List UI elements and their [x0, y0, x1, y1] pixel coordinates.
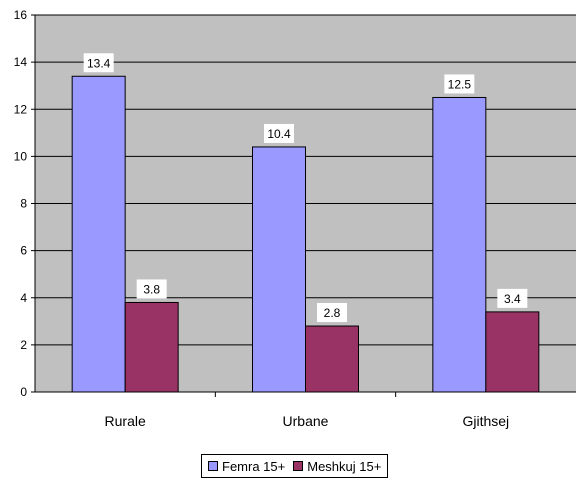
legend-label-meshkuj: Meshkuj 15+ — [307, 458, 382, 474]
data-label: 3.8 — [143, 282, 160, 296]
bar — [305, 325, 359, 393]
bar — [71, 75, 126, 393]
legend-swatch-femra — [208, 461, 218, 471]
y-tick-label: 6 — [20, 244, 27, 258]
y-tick-label: 16 — [14, 8, 28, 22]
legend-swatch-meshkuj — [293, 461, 304, 471]
bar — [124, 301, 179, 393]
y-tick-label: 0 — [20, 385, 27, 399]
y-tick-label: 12 — [14, 102, 28, 116]
x-tick-label: Gjithsej — [462, 413, 509, 429]
y-tick-label: 10 — [14, 149, 28, 163]
data-label-box — [83, 53, 114, 73]
data-label-box — [264, 123, 294, 143]
data-label: 10.4 — [267, 127, 291, 141]
legend: Femra 15+ Meshkuj 15+ — [201, 454, 389, 478]
chart-svg: 0 2 4 6 8 10 12 14 16 Rurale 13.4 3.8 Urbane 10.4 2.8 G… — [14, 8, 576, 429]
data-label-box — [317, 303, 347, 323]
data-label: 13.4 — [87, 56, 111, 70]
x-tick-label: Urbane — [283, 413, 329, 429]
legend-item-femra: Femra 15+ — [208, 459, 285, 474]
legend-item-meshkuj: Meshkuj 15+ — [293, 459, 381, 474]
bar — [252, 146, 306, 393]
data-label: 3.4 — [504, 292, 521, 306]
data-label: 2.8 — [324, 306, 341, 320]
data-label-box — [136, 279, 167, 299]
x-tick-label: Rurale — [105, 413, 146, 429]
legend-label-femra: Femra 15+ — [222, 458, 286, 474]
bar — [432, 96, 487, 393]
y-tick-label: 14 — [14, 55, 28, 69]
y-tick-label: 4 — [20, 291, 27, 305]
bar — [485, 311, 540, 393]
data-label: 12.5 — [448, 77, 472, 91]
y-tick-label: 8 — [20, 197, 27, 211]
y-tick-label: 2 — [20, 338, 27, 352]
data-label-box — [497, 288, 528, 308]
data-label-box — [444, 74, 475, 94]
